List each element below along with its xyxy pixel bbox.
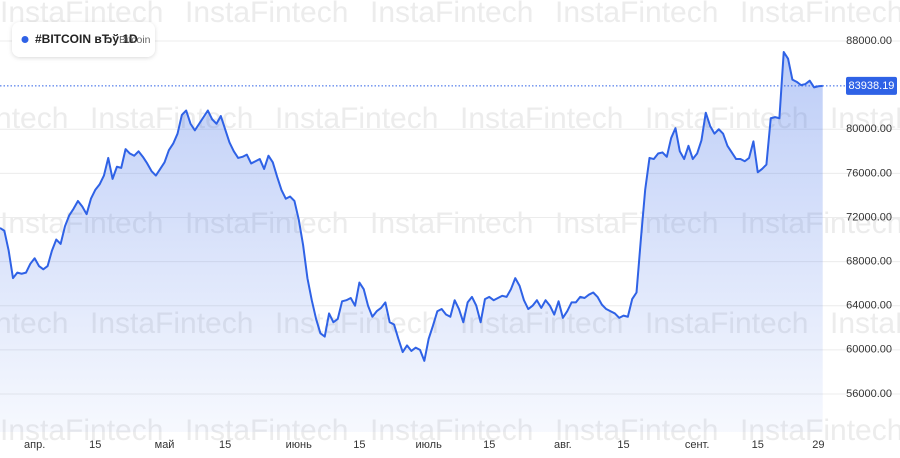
x-tick-label: 15: [617, 439, 629, 451]
subtitle: Bitcoin: [119, 34, 151, 46]
y-tick-label: 64000.00: [846, 300, 892, 312]
watermark: InstaFintech: [370, 0, 533, 29]
watermark: InstaFintech: [830, 307, 900, 340]
line: [0, 51, 823, 362]
x-tick-label: авг.: [554, 439, 572, 451]
legend-dot: [21, 36, 29, 43]
x-tick-label: 15: [752, 439, 764, 451]
legend-box: [12, 22, 155, 57]
watermark: InstaFintech: [0, 102, 68, 135]
watermark: InstaFintech: [185, 0, 348, 29]
x-tick-label: июнь: [286, 439, 312, 451]
x-tick-label: 15: [219, 439, 231, 451]
last-price-box: [846, 76, 897, 95]
x-tick-label: июль: [416, 439, 443, 451]
watermark: InstaFintech: [275, 102, 438, 135]
y-tick-label: 76000.00: [846, 167, 892, 179]
y-tick-label: 80000.00: [846, 123, 892, 135]
x-tick-label: 29: [812, 439, 824, 451]
plot: [0, 51, 846, 433]
area: [0, 52, 823, 433]
x-tick-label: май: [155, 439, 175, 451]
y-tick-label: 88000.00: [846, 35, 892, 47]
legend-label: #BITCOIN вЂў 1D: [35, 32, 138, 46]
legend: #BITCOIN вЂў 1D Bitcoin: [12, 22, 155, 57]
watermark: InstaFintech: [740, 0, 900, 29]
last-price-label: 83938.19: [849, 80, 895, 92]
x-tick-label: 15: [353, 439, 365, 451]
x-tick-label: 15: [89, 439, 101, 451]
y-tick-label: 60000.00: [846, 344, 892, 356]
x-tick-label: 15: [483, 439, 495, 451]
axes: 56000.00 60000.00 64000.00 68000.00 72000.00…: [24, 35, 897, 451]
y-tick-label: 68000.00: [846, 256, 892, 268]
y-tick-label: 72000.00: [846, 211, 892, 223]
watermark: InstaFintech: [370, 207, 533, 240]
y-tick-label: 56000.00: [846, 388, 892, 400]
watermark: InstaFintech: [460, 102, 623, 135]
x-tick-label: апр.: [24, 439, 45, 451]
x-tick-label: сент.: [685, 439, 710, 451]
watermark: InstaFintech: [555, 0, 718, 29]
watermark: InstaFintech: [90, 102, 253, 135]
